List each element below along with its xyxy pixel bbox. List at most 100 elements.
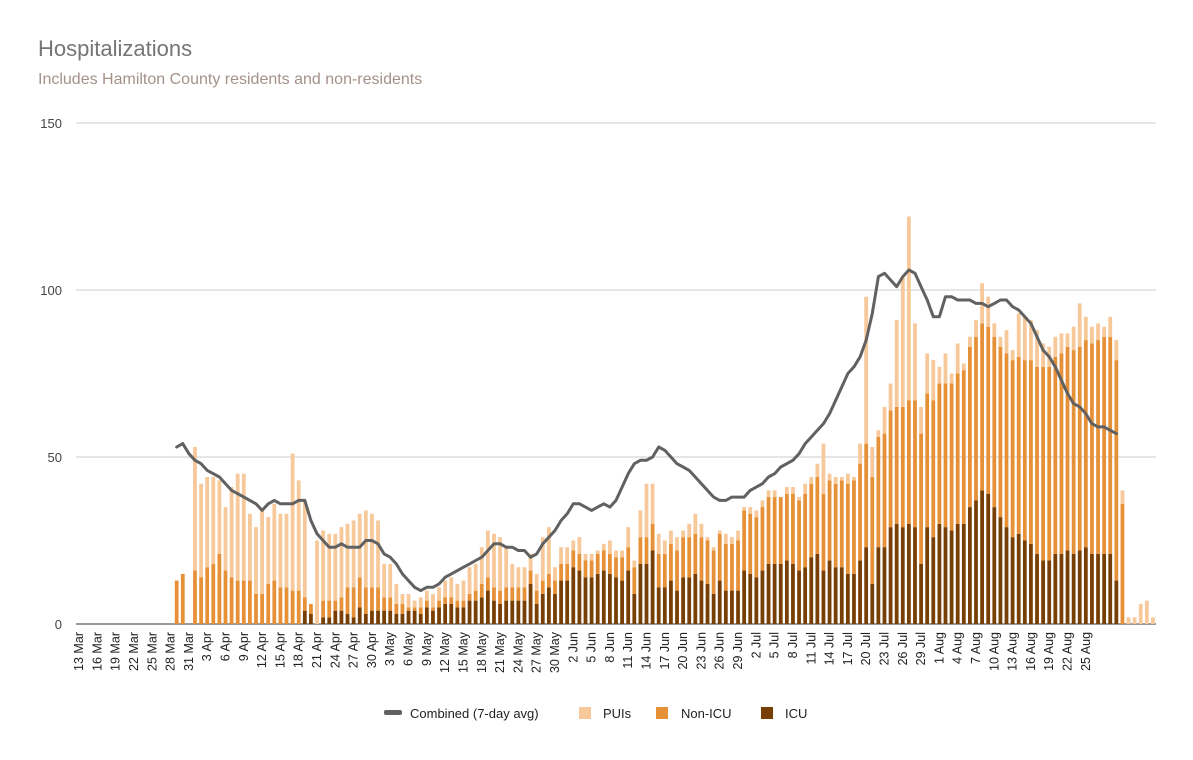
x-tick-label: 11 Jun bbox=[621, 632, 635, 669]
bar-icu bbox=[614, 577, 618, 624]
bar-pui bbox=[571, 540, 576, 551]
y-tick-label: 0 bbox=[55, 617, 62, 632]
bar-pui bbox=[498, 537, 502, 591]
bar-pui bbox=[791, 487, 795, 494]
bar-nonicu bbox=[254, 593, 258, 624]
bar-nonicu bbox=[180, 573, 185, 624]
legend-label-icu: ICU bbox=[785, 706, 807, 721]
bar-nonicu bbox=[650, 523, 655, 551]
bar-pui bbox=[900, 276, 905, 407]
bar-pui bbox=[473, 563, 478, 591]
bar-nonicu bbox=[370, 587, 374, 611]
bar-pui bbox=[1035, 330, 1039, 367]
bar-pui bbox=[620, 550, 624, 558]
bar-nonicu bbox=[424, 600, 429, 608]
bar-nonicu bbox=[894, 406, 899, 524]
bar-icu bbox=[784, 560, 789, 624]
x-tick-label: 30 Apr bbox=[365, 632, 379, 668]
bar-nonicu bbox=[986, 326, 991, 494]
legend-item-combined[interactable]: Combined (7-day avg) bbox=[384, 706, 539, 721]
bar-icu bbox=[321, 617, 326, 624]
bar-pui bbox=[852, 477, 856, 481]
bar-icu bbox=[522, 600, 527, 624]
bar-icu bbox=[443, 603, 448, 624]
bar-nonicu bbox=[492, 587, 496, 601]
legend-item-puis[interactable]: PUIs bbox=[579, 706, 632, 721]
x-tick-label: 3 Apr bbox=[200, 632, 214, 661]
bar-icu bbox=[577, 570, 582, 624]
bar-pui bbox=[290, 453, 295, 591]
bar-icu bbox=[540, 593, 545, 624]
bar-nonicu bbox=[388, 597, 393, 611]
bar-nonicu bbox=[852, 480, 856, 574]
legend-item-nonicu[interactable]: Non-ICU bbox=[656, 706, 732, 721]
legend-item-icu[interactable]: ICU bbox=[761, 706, 807, 721]
bar-icu bbox=[723, 590, 728, 624]
bar-pui bbox=[534, 573, 539, 591]
bar-nonicu bbox=[968, 346, 972, 508]
bar-pui bbox=[961, 363, 966, 371]
bar-nonicu bbox=[473, 590, 478, 601]
bar-pui bbox=[540, 537, 545, 581]
bar-pui bbox=[522, 567, 527, 588]
x-tick-label: 19 Mar bbox=[109, 632, 123, 671]
bar-nonicu bbox=[211, 563, 216, 624]
bar-pui bbox=[363, 510, 368, 588]
bar-nonicu bbox=[662, 553, 667, 588]
bar-nonicu bbox=[730, 543, 734, 591]
bar-pui bbox=[1029, 320, 1033, 361]
bar-icu bbox=[949, 530, 954, 624]
bar-pui bbox=[656, 533, 661, 554]
x-tick-label: 30 May bbox=[548, 631, 562, 673]
bar-pui bbox=[858, 443, 862, 464]
x-tick-label: 17 Jun bbox=[658, 632, 672, 670]
bar-pui bbox=[193, 446, 197, 571]
bar-pui bbox=[681, 530, 686, 538]
y-tick-label: 100 bbox=[40, 283, 62, 298]
bar-pui bbox=[461, 580, 466, 601]
bar-icu bbox=[675, 590, 679, 624]
bar-pui bbox=[711, 547, 716, 551]
x-tick-label: 8 Jun bbox=[603, 632, 617, 663]
bar-pui bbox=[528, 553, 533, 571]
bar-icu bbox=[766, 563, 771, 624]
bar-icu bbox=[479, 597, 484, 624]
bar-icu bbox=[662, 587, 667, 624]
bar-icu bbox=[565, 580, 570, 624]
bar-icu bbox=[1004, 527, 1009, 624]
bar-nonicu bbox=[644, 537, 649, 564]
combined-line-series bbox=[175, 268, 1118, 593]
bar-nonicu bbox=[949, 383, 954, 531]
x-tick-label: 27 May bbox=[530, 631, 544, 673]
bar-icu bbox=[852, 573, 856, 624]
x-tick-label: 4 Aug bbox=[951, 632, 965, 664]
bar-nonicu bbox=[309, 603, 313, 614]
bar-nonicu bbox=[394, 603, 399, 614]
bar-nonicu bbox=[699, 537, 704, 581]
bar-pui bbox=[833, 477, 838, 484]
legend[interactable]: Combined (7-day avg) PUIs Non-ICU ICU bbox=[384, 706, 807, 721]
bar-icu bbox=[1114, 580, 1119, 624]
bar-icu bbox=[1083, 547, 1088, 624]
bar-nonicu bbox=[681, 537, 686, 578]
bar-pui bbox=[223, 507, 228, 571]
bar-nonicu bbox=[278, 587, 283, 624]
bar-nonicu bbox=[248, 580, 252, 624]
bar-nonicu bbox=[229, 577, 234, 624]
bar-icu bbox=[992, 507, 997, 624]
bar-nonicu bbox=[656, 553, 661, 588]
bar-nonicu bbox=[1096, 340, 1100, 554]
bar-pui bbox=[565, 547, 570, 564]
bar-pui bbox=[327, 533, 332, 601]
bar-nonicu bbox=[827, 480, 832, 561]
x-tick-label: 22 Aug bbox=[1061, 632, 1075, 671]
bar-nonicu bbox=[284, 587, 289, 624]
bar-pui bbox=[1071, 326, 1076, 351]
bar-nonicu bbox=[400, 603, 405, 614]
bar-icu bbox=[357, 607, 362, 624]
bar-icu bbox=[894, 523, 899, 624]
x-tick-label: 5 Jul bbox=[768, 632, 782, 658]
bar-nonicu bbox=[540, 580, 545, 594]
bar-pui bbox=[229, 487, 234, 578]
bar-pui bbox=[260, 510, 264, 594]
